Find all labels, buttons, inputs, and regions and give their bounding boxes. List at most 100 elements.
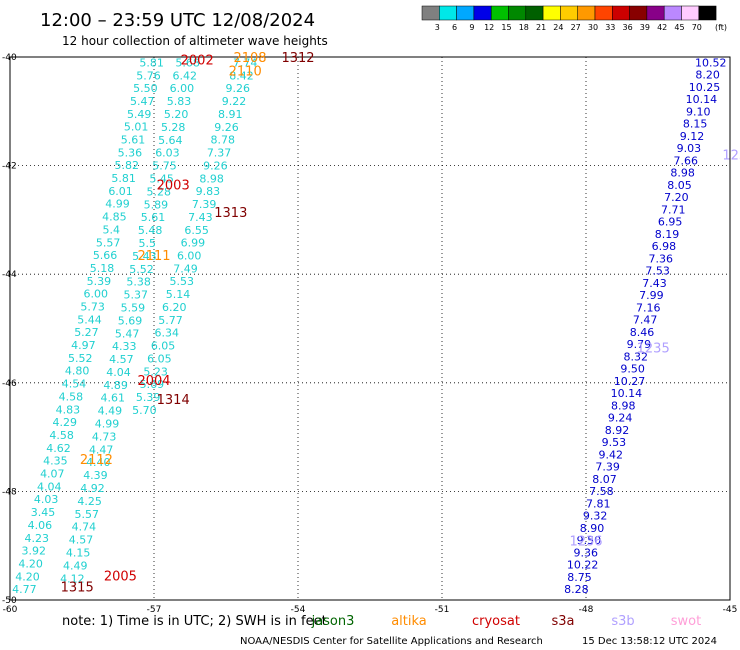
wave-height-value: 5.50 [133,82,158,95]
colorbar-label: 30 [588,23,598,32]
wave-height-value: 8.98 [199,172,224,185]
satellite-legend-jason3: jason3 [311,614,355,629]
wave-height-value: 4.29 [52,416,77,429]
wave-height-value: 5.36 [118,146,143,159]
wave-height-value: 4.07 [40,468,65,481]
satellite-legend-s3a: s3a [551,614,574,629]
wave-height-value: 6.55 [184,224,209,237]
wave-height-value: 9.22 [222,95,247,108]
wave-height-value: 5.43 [132,250,157,263]
wave-height-value: 4.35 [43,455,68,468]
colorbar-label: 18 [519,23,529,32]
wave-height-value: 10.27 [614,375,646,388]
wave-height-value: 4.62 [46,442,71,455]
wave-height-value: 4.39 [83,469,108,482]
wave-height-value: 5.37 [124,289,149,302]
wave-height-value: 4.92 [80,482,105,495]
pass-label: 2112 [80,453,113,468]
colorbar-label: 3 [435,23,440,32]
pass-label: 2110 [229,65,262,80]
colorbar-label: 15 [501,23,511,32]
pass-label: 1236 [569,534,602,549]
wave-height-value: 5.44 [77,313,102,326]
wave-height-value: 4.33 [112,340,137,353]
wave-height-value: 7.99 [639,289,664,302]
colorbar-swatch [439,5,457,21]
wave-height-value: 5.61 [121,134,146,147]
wave-height-value: 6.20 [162,301,187,314]
wave-height-value: 6.99 [181,237,206,250]
colorbar-swatch [508,5,527,21]
wave-height-value: 5.66 [93,249,118,262]
wave-height-value: 5.23 [143,365,168,378]
wave-height-value: 3.92 [21,545,46,558]
satellite-legend-s3b: s3b [611,614,634,629]
pass-label: 2003 [157,179,190,194]
wave-height-value: 5.39 [87,275,112,288]
satellite-legend: jason3 altika cryosat s3a s3b swot [311,614,702,629]
wave-height-value: 4.99 [105,198,130,211]
wave-height-value: 10.52 [695,56,727,69]
footer-note: note: 1) Time is in UTC; 2) SWH is in fe… [62,614,327,629]
colorbar-swatch [560,5,578,21]
wave-height-value: 9.03 [677,142,702,155]
wave-height-value: 6.03 [155,147,180,160]
wave-height-value: 4.77 [12,583,37,596]
wave-height-value: 5.01 [124,121,149,134]
wave-height-value: 8.98 [611,399,636,412]
colorbar-label: 12 [484,23,494,32]
colorbar-label: 6 [452,23,457,32]
pass-label: 2108 [233,51,266,66]
wave-height-value: 6.98 [652,240,677,253]
wave-height-value: 5.89 [144,198,169,211]
wave-height-value: 7.39 [192,198,217,211]
wave-height-value: 5.82 [115,159,140,172]
wave-height-value: 5.39 [136,391,161,404]
colorbar-unit: (ft) [715,23,727,32]
wave-height-value: 5.77 [158,314,183,327]
wave-height-value: 5.4 [103,223,121,236]
wave-height-value: 8.92 [605,424,630,437]
wave-height-value: 8.75 [567,571,592,584]
wave-height-value: 4.04 [106,366,131,379]
wave-height-value: 6.00 [84,288,109,301]
wave-height-value: 5.69 [118,314,143,327]
wave-height-value: 8.32 [624,350,649,363]
wave-height-value: 9.12 [680,130,705,143]
wave-height-value: 4.61 [100,392,125,405]
pass-label: 123 [722,149,740,164]
wave-height-value: 4.04 [37,480,62,493]
x-tick-label: -54 [291,605,306,615]
colorbar-swatch [681,5,700,21]
wave-height-value: 7.16 [636,301,661,314]
wave-height-value: 5.28 [161,121,186,134]
pass-label: 1313 [214,206,247,221]
wave-height-value: 5.64 [158,134,183,147]
data-tracks: 5.815.765.505.475.495.015.615.365.825.81… [12,56,726,596]
wave-height-value: 8.98 [670,167,695,180]
x-tick-label: -57 [147,605,162,615]
wave-height-value: 8.46 [630,326,655,339]
wave-height-value: 5.49 [127,108,152,121]
colorbar-label: 45 [674,23,684,32]
chart-title: 12:00 – 23:59 UTC 12/08/2024 [40,10,315,31]
wave-height-value: 4.97 [71,339,96,352]
wave-height-value: 7.43 [188,211,213,224]
colorbar-label: 70 [692,23,702,32]
colorbar-swatch [698,5,717,21]
wave-height-value: 4.57 [69,534,94,547]
wave-height-value: 5.47 [130,95,155,108]
colorbar-swatch [456,5,475,21]
wave-height-value: 9.42 [599,448,624,461]
wave-height-value: 4.47 [89,443,114,456]
wave-height-value: 4.03 [34,493,59,506]
colorbar-swatch [612,5,630,21]
colorbar-swatch [525,5,544,21]
wave-height-value: 9.83 [196,185,221,198]
wave-height-value: 4.80 [65,365,90,378]
wave-height-value: 5.57 [96,236,121,249]
wave-height-value: 7.47 [633,314,658,327]
pass-label: 2111 [137,249,170,264]
wave-height-value: 4.74 [72,521,97,534]
pass-label: 1312 [281,51,314,66]
